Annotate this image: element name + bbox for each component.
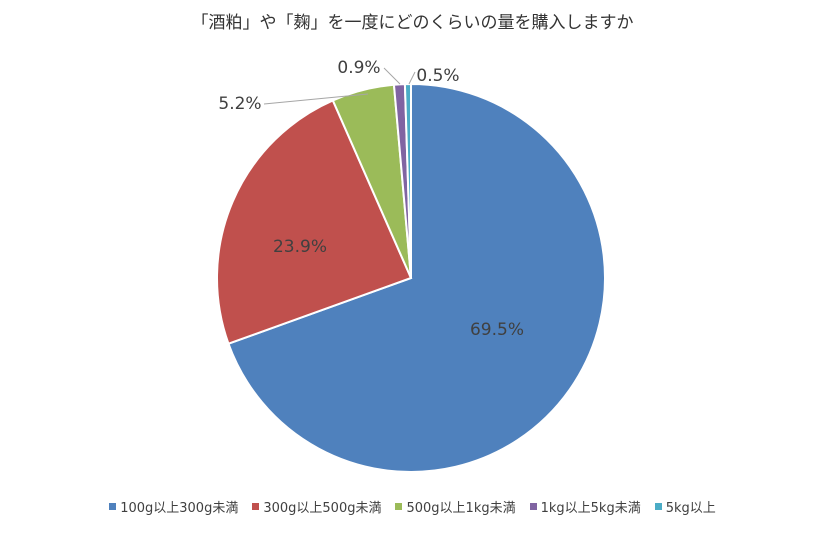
pie-slice <box>216 99 413 345</box>
legend-item: 300g以上500g未満 <box>252 497 381 516</box>
data-label: 0.9% <box>337 58 380 78</box>
legend-swatch <box>109 503 117 510</box>
leader-line <box>383 67 401 85</box>
leader-line <box>263 93 369 105</box>
legend: 100g以上300g未満 300g以上500g未満 500g以上1kg未満 1k… <box>0 497 825 516</box>
legend-swatch <box>395 503 403 510</box>
data-label: 5.2% <box>218 94 261 114</box>
legend-item: 500g以上1kg未満 <box>395 497 516 516</box>
leader-line <box>408 71 416 85</box>
legend-label: 300g以上500g未満 <box>263 501 382 516</box>
chart-title: 「酒粕」や「麹」を一度にどのくらいの量を購入しますか <box>191 13 634 33</box>
data-label: 0.5% <box>416 66 459 86</box>
pie-slice <box>227 82 606 473</box>
legend-label: 1kg以上5kg未満 <box>540 501 641 516</box>
legend-item: 100g以上300g未満 <box>109 497 238 516</box>
legend-item: 5kg以上 <box>654 497 716 516</box>
legend-item: 1kg以上5kg未満 <box>529 497 641 516</box>
legend-label: 100g以上300g未満 <box>120 501 239 516</box>
legend-label: 500g以上1kg未満 <box>406 501 516 516</box>
legend-label: 5kg以上 <box>665 501 716 516</box>
pie-slice <box>403 82 412 279</box>
data-label: 69.5% <box>470 320 524 340</box>
legend-swatch <box>529 503 537 510</box>
data-label: 23.9% <box>273 237 327 257</box>
legend-swatch <box>654 503 662 510</box>
legend-swatch <box>252 503 260 510</box>
